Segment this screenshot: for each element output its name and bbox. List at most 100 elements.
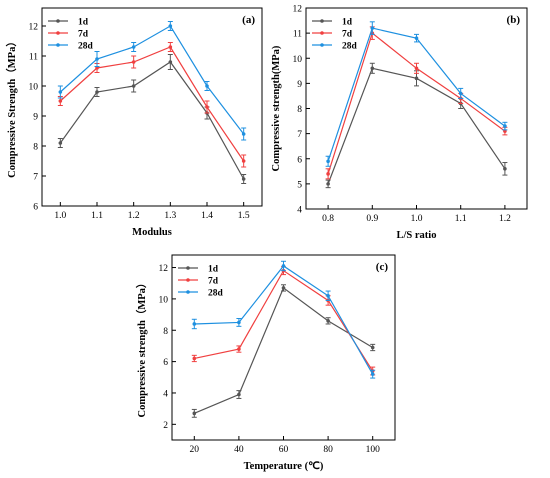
data-point [326,172,330,176]
y-tick-label: 12 [293,5,303,15]
x-axis-label: L/S ratio [397,230,437,241]
data-point [237,347,241,351]
legend: 1d 7d 28d [312,18,358,52]
x-tick-label: 1.1 [455,214,467,224]
panel-label: (c) [376,261,389,273]
legend-label: 1d [78,18,89,28]
data-point [370,345,375,350]
y-tick-label: 4 [297,206,302,216]
y-tick-label: 8 [33,143,38,153]
x-tick-label: 1.5 [238,211,250,221]
data-point [58,99,63,103]
y-tick-label: 9 [33,113,38,123]
data-point [168,60,173,64]
y-axis-label: Compressive strength（MPa） [135,278,148,418]
plot-frame [171,254,396,441]
x-tick-label: 0.9 [366,214,378,224]
data-point [370,372,375,376]
x-tick-label: 20 [190,445,200,455]
x-axis-label: Temperature (℃) [244,460,324,472]
data-point [326,319,330,323]
data-point [95,66,99,70]
data-point [458,91,463,96]
data-point [241,132,246,136]
y-tick-label: 10 [29,83,39,93]
data-point [503,167,507,171]
y-tick-label: 12 [29,23,39,33]
panel-a: 6 7 8 9 10 11 12 1.0 1.1 1.2 1.3 1.4 1.5 Modulus Compr… [5,7,263,238]
panel-label: (a) [242,14,255,26]
y-tick-label: 5 [297,180,302,190]
data-point [131,84,136,88]
plot-frame [41,7,263,207]
legend-marker [186,290,190,294]
series-7d [57,42,247,168]
data-point [370,66,375,71]
data-point [192,411,197,416]
data-point [237,320,241,325]
legend-label: 28d [208,289,224,299]
data-point [131,60,136,64]
data-point [168,24,173,28]
data-point [192,356,197,361]
y-tick-label: 9 [297,80,302,90]
y-tick-label: 4 [163,389,168,399]
data-point [192,322,197,326]
data-point [326,159,330,164]
legend-marker [186,278,190,282]
x-tick-label: 1.0 [411,214,423,224]
x-tick-label: 40 [234,445,244,455]
data-point [237,392,241,397]
legend-marker [320,19,324,23]
data-point [414,36,419,40]
legend: 1d 7d 28d [178,265,224,299]
data-point [131,45,136,49]
legend-label: 7d [208,277,219,287]
legend-label: 7d [78,30,89,40]
series-1d [325,62,508,189]
data-point [205,105,209,109]
y-tick-label: 6 [297,155,302,165]
data-point [414,66,419,71]
data-point [205,84,209,88]
y-tick-label: 12 [159,264,169,274]
x-tick-label: 1.0 [54,211,66,221]
x-tick-label: 1.4 [201,211,213,221]
data-point [370,26,375,30]
panel-b: 4 5 6 7 8 9 10 11 12 0.8 0.9 1.0 1.1 1.2 L/S ratio Comp… [271,5,528,241]
series-line [194,265,374,375]
legend-label: 1d [208,265,219,275]
y-tick-label: 10 [293,55,303,65]
legend-marker [56,19,60,23]
series-7d [191,266,376,376]
data-point [503,124,507,128]
data-point [95,57,99,61]
data-point [281,264,286,268]
y-tick-label: 8 [163,327,168,337]
panel-label: (b) [507,14,521,26]
data-point [414,76,419,81]
legend-label: 7d [342,30,353,40]
data-point [95,90,99,94]
y-tick-label: 7 [33,173,38,183]
legend-label: 28d [78,42,94,52]
y-tick-label: 2 [163,421,168,431]
data-point [281,286,286,290]
series-1d [57,54,247,184]
series-28d [57,21,247,141]
data-point [241,177,246,181]
legend-marker [56,31,60,35]
y-axis-label: Compressive strength(MPa) [271,45,282,171]
x-tick-label: 60 [279,445,289,455]
y-tick-label: 6 [33,203,38,213]
x-tick-label: 100 [366,445,381,455]
data-point [326,182,330,186]
y-tick-label: 7 [297,130,302,140]
legend-label: 28d [342,42,358,52]
legend-marker [320,31,324,35]
y-tick-label: 11 [293,30,302,40]
data-point [168,45,173,49]
x-axis-label: Modulus [132,227,172,238]
data-point [241,159,246,163]
